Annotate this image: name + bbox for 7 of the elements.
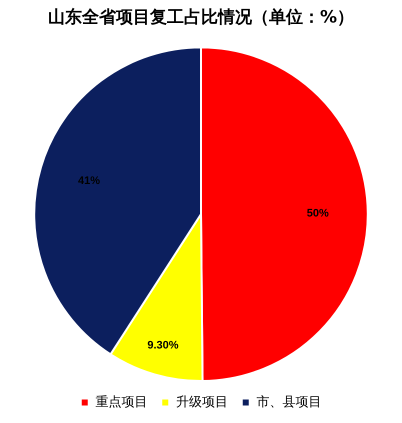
data-label: 50%	[306, 208, 329, 220]
legend-label: 重点项目	[95, 394, 148, 410]
legend-label: 市、县项目	[256, 394, 322, 410]
data-label: 41%	[78, 175, 100, 188]
data-label: 9.30%	[147, 340, 179, 352]
legend-label: 升级项目	[176, 394, 228, 410]
chart-title: 山东全省项目复工占比情况（单位：%）	[48, 8, 354, 28]
